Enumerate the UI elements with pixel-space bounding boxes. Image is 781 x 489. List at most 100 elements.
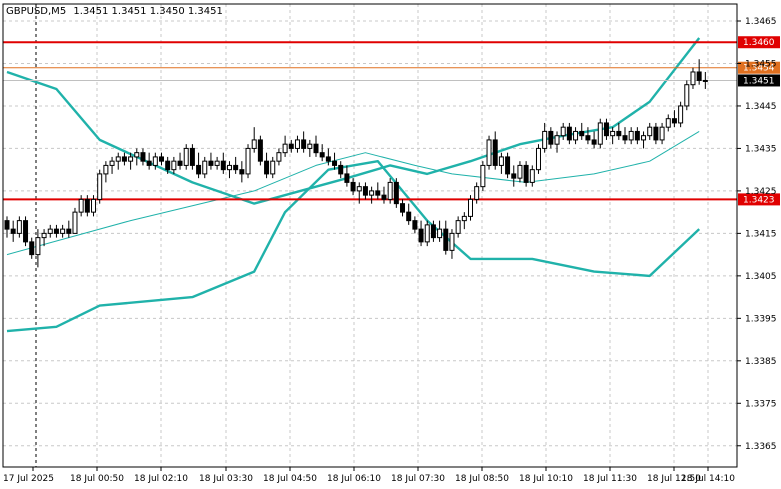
candle <box>29 237 35 259</box>
bull-candle-body <box>474 186 480 200</box>
candle <box>97 169 103 204</box>
candle <box>276 148 282 166</box>
bear-candle-body <box>523 164 529 183</box>
bear-candle-body <box>375 190 381 196</box>
bull-candle-body <box>270 160 276 175</box>
bull-candle-body <box>35 237 41 256</box>
bull-candle-body <box>245 147 251 175</box>
level-price-label: 1.3460 <box>743 38 775 48</box>
bull-candle-body <box>529 169 535 183</box>
bull-candle-body <box>60 228 66 234</box>
candle <box>233 156 239 174</box>
x-tick-label: 18 Jul 12:50 <box>647 474 701 484</box>
bear-candle-body <box>313 143 319 154</box>
bear-candle-body <box>492 139 498 166</box>
bull-candle-body <box>554 135 560 145</box>
bull-candle-body <box>517 164 523 179</box>
candle <box>177 152 183 170</box>
bull-candle-body <box>276 152 282 162</box>
candle <box>480 161 486 191</box>
bull-candle-body <box>103 164 109 175</box>
x-tick-label: 18 Jul 10:10 <box>519 474 573 484</box>
candle <box>208 152 214 170</box>
candle <box>641 131 647 149</box>
x-tick-label: 18 Jul 02:10 <box>134 474 188 484</box>
bull-candle-body <box>597 122 603 145</box>
candle <box>449 229 455 259</box>
candle <box>517 161 523 183</box>
candle <box>165 156 171 174</box>
candle <box>128 152 134 170</box>
bull-candle-body <box>109 160 115 166</box>
candle <box>307 139 313 157</box>
level-price-label: 1.3423 <box>743 195 775 205</box>
x-tick-label: 17 Jul 2025 <box>3 474 54 484</box>
bull-candle-body <box>251 139 257 149</box>
bull-candle-body <box>307 143 313 149</box>
bear-candle-body <box>10 228 16 234</box>
y-tick-label: 1.3395 <box>745 314 777 324</box>
candle <box>115 152 121 170</box>
level-price-box <box>738 61 780 74</box>
plot-frame <box>2 3 738 468</box>
y-tick-label: 1.3405 <box>745 272 777 282</box>
candle <box>10 220 16 242</box>
axes: 1.3465 1.3455 1.3445 1.3435 1.3425 1.3415 1.34… <box>2 3 777 484</box>
candle <box>492 131 498 170</box>
candle <box>418 220 424 247</box>
candle <box>84 195 90 217</box>
candle <box>628 127 634 145</box>
candle <box>702 71 708 89</box>
candle <box>647 122 653 140</box>
price-levels: 1.3460 1.3454 1.3423 1.3451 <box>3 36 780 206</box>
candle <box>4 216 10 238</box>
bear-candle-body <box>548 130 554 145</box>
candle <box>523 161 529 187</box>
y-tick-label: 1.3455 <box>745 59 777 69</box>
grid <box>3 4 737 467</box>
candle <box>585 127 591 145</box>
candle <box>443 220 449 255</box>
candle <box>529 165 535 187</box>
bear-candle-body <box>239 169 245 175</box>
bear-candle-body <box>591 139 597 145</box>
bull-candle-body <box>78 198 84 213</box>
candle <box>437 220 443 242</box>
candle <box>202 156 208 179</box>
level-price-box <box>738 74 780 87</box>
ohlc-label: 1.3451 1.3451 1.3450 1.3451 <box>73 6 223 17</box>
candle <box>16 216 22 238</box>
bear-candle-body <box>325 156 331 162</box>
y-tick-label: 1.3465 <box>745 17 777 27</box>
bull-candle-body <box>128 156 134 162</box>
candle <box>560 122 566 140</box>
candle <box>294 135 300 153</box>
bear-candle-body <box>189 147 195 166</box>
candle <box>486 135 492 170</box>
bull-candle-body <box>647 126 653 137</box>
bull-candle-body <box>449 232 455 251</box>
candle <box>146 152 152 170</box>
bull-candle-body <box>424 224 430 243</box>
candle <box>381 186 387 204</box>
candle <box>47 224 53 238</box>
bull-candle-body <box>91 198 97 213</box>
level-price-box <box>738 36 780 49</box>
candle <box>301 131 307 153</box>
candle <box>251 127 257 153</box>
bear-candle-body <box>381 194 387 200</box>
candle <box>35 229 41 268</box>
candle <box>430 220 436 242</box>
bear-candle-body <box>511 173 517 179</box>
candle <box>535 144 541 174</box>
bear-candle-body <box>603 122 609 137</box>
bear-candle-body <box>332 160 338 166</box>
candle <box>344 165 350 187</box>
candle <box>196 152 202 179</box>
candle <box>338 161 344 179</box>
bollinger-lower-line <box>6 160 701 333</box>
bull-candle-body <box>183 147 189 166</box>
x-tick-label: 18 Jul 04:50 <box>263 474 317 484</box>
candle <box>23 216 29 247</box>
